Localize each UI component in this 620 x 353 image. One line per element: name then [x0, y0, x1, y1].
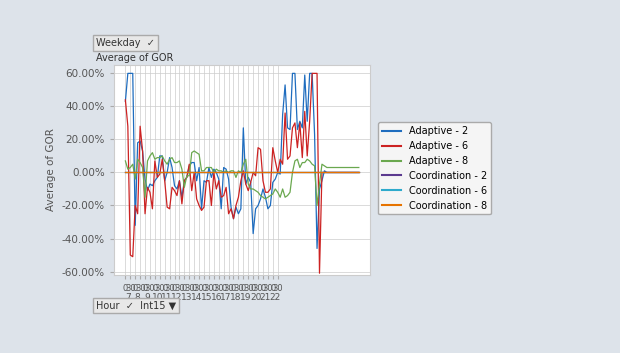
Text: Hour  ✓  Int15 ▼: Hour ✓ Int15 ▼ — [95, 300, 176, 310]
Text: 10: 10 — [151, 293, 163, 302]
Adaptive - 8 — [122, 159, 129, 163]
Text: 15: 15 — [201, 293, 212, 302]
Adaptive - 8 — [154, 155, 161, 160]
Coordination - 6 — [239, 170, 247, 175]
Adaptive - 2 — [225, 177, 232, 181]
Adaptive - 6 — [340, 170, 348, 175]
Adaptive - 2 — [355, 170, 363, 175]
Coordination - 8 — [355, 170, 363, 175]
Text: 13: 13 — [181, 293, 193, 302]
Adaptive - 8 — [225, 170, 232, 175]
Adaptive - 6 — [308, 71, 316, 76]
Line: Adaptive - 2: Adaptive - 2 — [125, 73, 359, 249]
Text: 17: 17 — [220, 293, 232, 302]
Coordination - 6 — [122, 170, 129, 175]
Text: 21: 21 — [260, 293, 271, 302]
Coordination - 6 — [188, 170, 195, 175]
Adaptive - 8 — [249, 187, 257, 191]
Line: Adaptive - 8: Adaptive - 8 — [125, 151, 359, 205]
Coordination - 2 — [188, 170, 195, 175]
Coordination - 8 — [122, 170, 129, 175]
Coordination - 8 — [335, 170, 343, 175]
Adaptive - 2 — [190, 160, 198, 164]
Adaptive - 8 — [355, 166, 363, 170]
Legend: Adaptive - 2, Adaptive - 6, Adaptive - 8, Coordination - 2, Coordination - 6, Co: Adaptive - 2, Adaptive - 6, Adaptive - 8… — [378, 122, 491, 215]
Coordination - 6 — [223, 170, 230, 175]
Adaptive - 8 — [242, 157, 249, 161]
Adaptive - 2 — [340, 170, 348, 175]
Coordination - 6 — [247, 170, 254, 175]
Coordination - 6 — [154, 170, 161, 175]
Coordination - 2 — [239, 170, 247, 175]
Coordination - 2 — [335, 170, 343, 175]
Coordination - 6 — [335, 170, 343, 175]
Text: 16: 16 — [211, 293, 222, 302]
Adaptive - 6 — [122, 98, 129, 102]
Adaptive - 6 — [223, 185, 230, 190]
Coordination - 8 — [247, 170, 254, 175]
Y-axis label: Average of GOR: Average of GOR — [46, 128, 56, 211]
Adaptive - 6 — [316, 271, 323, 275]
Coordination - 2 — [223, 170, 230, 175]
Text: 9: 9 — [144, 293, 151, 302]
Adaptive - 2 — [242, 182, 249, 186]
Adaptive - 2 — [249, 232, 257, 236]
Text: 19: 19 — [240, 293, 252, 302]
Adaptive - 6 — [188, 189, 195, 193]
Coordination - 6 — [355, 170, 363, 175]
Adaptive - 2 — [156, 154, 164, 158]
Coordination - 8 — [239, 170, 247, 175]
Text: 12: 12 — [171, 293, 183, 302]
Coordination - 8 — [154, 170, 161, 175]
Adaptive - 6 — [154, 175, 161, 180]
Text: 14: 14 — [191, 293, 202, 302]
Coordination - 2 — [355, 170, 363, 175]
Coordination - 8 — [188, 170, 195, 175]
Text: 18: 18 — [230, 293, 242, 302]
Coordination - 2 — [122, 170, 129, 175]
Adaptive - 2 — [122, 99, 129, 103]
Adaptive - 8 — [188, 150, 195, 155]
Line: Adaptive - 6: Adaptive - 6 — [125, 73, 359, 273]
Adaptive - 8 — [313, 203, 321, 208]
Coordination - 8 — [223, 170, 230, 175]
Text: Weekday  ✓: Weekday ✓ — [95, 38, 154, 48]
Text: 22: 22 — [270, 293, 281, 302]
Text: 11: 11 — [161, 293, 173, 302]
Adaptive - 6 — [355, 170, 363, 175]
Adaptive - 6 — [239, 169, 247, 173]
Text: 20: 20 — [250, 293, 261, 302]
Adaptive - 8 — [340, 166, 348, 170]
Coordination - 2 — [154, 170, 161, 175]
Text: Average of GOR: Average of GOR — [95, 53, 173, 63]
Adaptive - 2 — [124, 71, 131, 76]
Adaptive - 2 — [313, 246, 321, 251]
Coordination - 2 — [247, 170, 254, 175]
Text: 7: 7 — [125, 293, 131, 302]
Adaptive - 8 — [190, 149, 198, 153]
Text: 8: 8 — [135, 293, 141, 302]
Adaptive - 6 — [247, 180, 254, 185]
